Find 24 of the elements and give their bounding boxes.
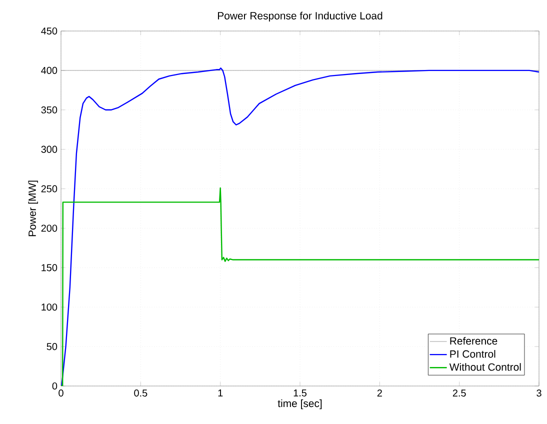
- legend-label: Without Control: [449, 363, 521, 371]
- x-tick-label: 2: [377, 390, 382, 396]
- y-tick-label: 350: [41, 106, 58, 114]
- y-tick-label: 0: [52, 382, 58, 390]
- y-tick-label: 150: [42, 264, 58, 272]
- x-tick-label: 3: [536, 390, 542, 397]
- x-tick-label: 0: [58, 390, 64, 397]
- x-tick-label: 1: [218, 390, 223, 396]
- x-tick-label: 1.5: [294, 390, 307, 396]
- y-axis-title: Power [MW]: [28, 180, 38, 236]
- y-tick-label: 300: [41, 146, 58, 153]
- line-series: [61, 187, 540, 386]
- y-tick-label: 250: [41, 185, 58, 192]
- legend-label: Reference: [450, 336, 498, 345]
- y-tick-label: 200: [41, 224, 58, 232]
- chart-title: Power Response for Inductive Load: [218, 12, 382, 22]
- x-tick-label: 0.5: [134, 390, 148, 397]
- y-tick-label: 100: [42, 304, 58, 311]
- y-tick-label: 50: [46, 343, 58, 350]
- x-axis-title: time [sec]: [278, 399, 322, 410]
- y-tick-label: 400: [41, 66, 58, 74]
- x-tick-label: 2.5: [452, 390, 466, 397]
- legend-label: PI Control: [450, 350, 496, 358]
- y-tick-label: 450: [41, 27, 58, 35]
